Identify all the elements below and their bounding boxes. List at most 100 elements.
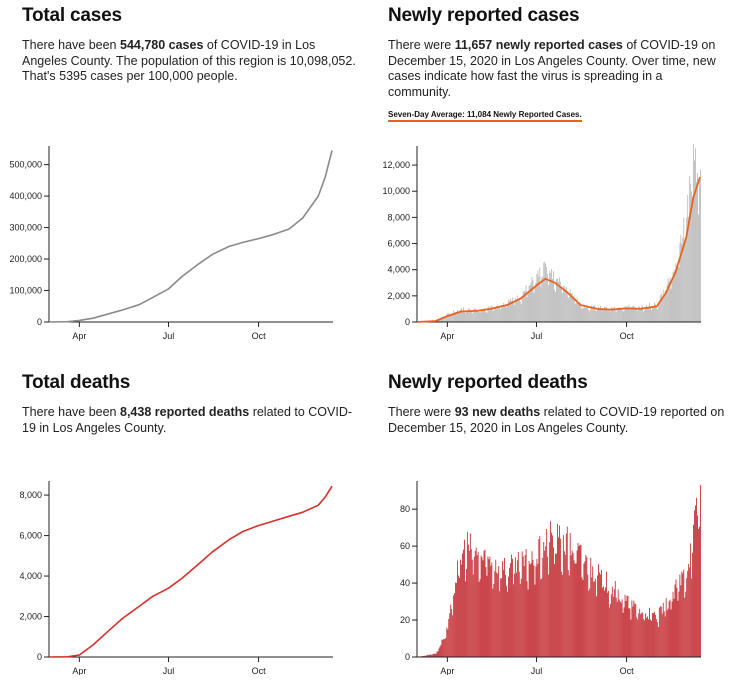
new-deaths-bar xyxy=(429,654,431,657)
new-cases-bar xyxy=(663,295,665,322)
new-deaths-bar xyxy=(517,551,519,657)
total-cases-panel: Total cases There have been 544,780 case… xyxy=(22,5,362,85)
new-deaths-y-tick-label: 0 xyxy=(405,652,410,662)
new-cases-bar xyxy=(578,302,580,322)
new-deaths-bar xyxy=(519,583,521,657)
new-cases-bar xyxy=(545,263,547,322)
new-cases-bar xyxy=(520,303,522,322)
new-deaths-bar xyxy=(555,553,556,657)
new-deaths-bar xyxy=(639,608,641,657)
new-deaths-bar xyxy=(642,612,644,657)
new-cases-bar xyxy=(513,305,515,322)
new-deaths-bar xyxy=(436,651,438,657)
new-cases-bar xyxy=(550,272,552,322)
new-cases-bar xyxy=(516,295,518,322)
new-cases-bar xyxy=(686,217,688,322)
new-deaths-bar xyxy=(446,627,448,657)
new-cases-bar xyxy=(658,302,660,322)
new-cases-bar xyxy=(611,307,613,322)
new-cases-bar xyxy=(588,310,590,322)
new-cases-bar xyxy=(507,304,508,322)
new-deaths-bar xyxy=(584,561,586,657)
new-cases-bar xyxy=(511,300,512,322)
new-deaths-bar xyxy=(585,555,587,657)
total-cases-x-tick-label: Oct xyxy=(252,331,267,341)
new-cases-bar xyxy=(574,303,576,322)
new-deaths-bar xyxy=(677,600,679,657)
new-cases-bar xyxy=(469,311,471,322)
new-deaths-bar xyxy=(576,550,578,657)
new-cases-bar xyxy=(488,306,490,322)
total-cases-text-1: There have been xyxy=(22,38,120,52)
new-deaths-bar xyxy=(512,584,514,657)
new-cases-bar xyxy=(522,291,524,322)
new-deaths-bar xyxy=(575,563,577,657)
new-deaths-bar xyxy=(557,523,558,657)
new-deaths-bar xyxy=(586,557,588,657)
new-deaths-bar xyxy=(565,533,567,657)
new-deaths-bar xyxy=(547,556,549,657)
new-cases-bar xyxy=(473,308,475,322)
new-cases-bar xyxy=(612,307,614,322)
new-deaths-bar xyxy=(521,551,523,657)
new-deaths-bar xyxy=(494,571,496,657)
new-deaths-bar xyxy=(523,566,525,657)
new-cases-bar xyxy=(608,310,610,322)
new-cases-bar xyxy=(546,266,548,322)
new-deaths-bar xyxy=(472,574,474,657)
new-cases-bar xyxy=(511,297,513,322)
new-cases-bar xyxy=(631,306,633,322)
new-cases-bar xyxy=(587,306,589,322)
new-deaths-bar xyxy=(461,564,462,657)
new-cases-bar xyxy=(595,310,597,322)
total-cases-y-tick-label: 100,000 xyxy=(9,286,42,296)
new-cases-bar xyxy=(452,314,454,322)
new-deaths-bar xyxy=(688,563,690,657)
new-cases-bar xyxy=(552,278,553,322)
new-cases-bar xyxy=(676,266,678,322)
new-deaths-x-tick-label: Jul xyxy=(531,666,543,675)
new-cases-bar xyxy=(544,262,546,322)
new-deaths-bar xyxy=(608,607,610,657)
new-deaths-bar xyxy=(692,552,694,657)
new-cases-bar xyxy=(562,286,564,322)
new-cases-bar xyxy=(524,291,526,322)
new-cases-bar xyxy=(502,306,504,322)
new-deaths-bar xyxy=(526,581,528,657)
new-cases-bar xyxy=(584,305,586,322)
new-deaths-bar xyxy=(685,591,687,657)
new-deaths-description: There were 93 new deaths related to COVI… xyxy=(388,405,728,436)
new-cases-bar xyxy=(647,307,648,322)
new-cases-bar xyxy=(649,303,650,322)
new-cases-bar xyxy=(579,302,581,322)
new-cases-bar xyxy=(555,291,556,322)
new-cases-bar xyxy=(526,297,528,322)
new-deaths-bar xyxy=(621,599,623,657)
new-cases-bar xyxy=(622,311,624,322)
new-deaths-bar xyxy=(492,588,494,657)
new-deaths-bar xyxy=(599,572,600,657)
new-cases-y-tick-label: 6,000 xyxy=(387,239,410,249)
new-deaths-bar xyxy=(548,574,550,657)
new-deaths-bar xyxy=(542,557,544,657)
new-cases-bar xyxy=(641,306,643,322)
new-deaths-bar xyxy=(665,598,667,657)
new-deaths-bar xyxy=(423,655,425,657)
new-cases-bar xyxy=(564,288,566,322)
new-deaths-bar xyxy=(511,554,512,657)
new-deaths-bar xyxy=(573,560,575,657)
new-cases-bar xyxy=(672,272,674,322)
new-deaths-bar xyxy=(636,617,638,657)
new-deaths-bar xyxy=(491,562,493,657)
new-deaths-bar xyxy=(434,653,436,657)
new-deaths-bar xyxy=(596,596,598,657)
new-cases-bar xyxy=(625,307,627,322)
new-deaths-bar xyxy=(460,559,461,657)
new-cases-bar xyxy=(474,308,476,322)
new-cases-x-tick-label: Apr xyxy=(440,331,454,341)
new-deaths-bar xyxy=(530,563,532,657)
new-deaths-bar xyxy=(502,561,504,657)
new-deaths-bar xyxy=(655,619,657,657)
new-deaths-bar xyxy=(474,551,476,657)
new-cases-bar xyxy=(554,289,555,322)
